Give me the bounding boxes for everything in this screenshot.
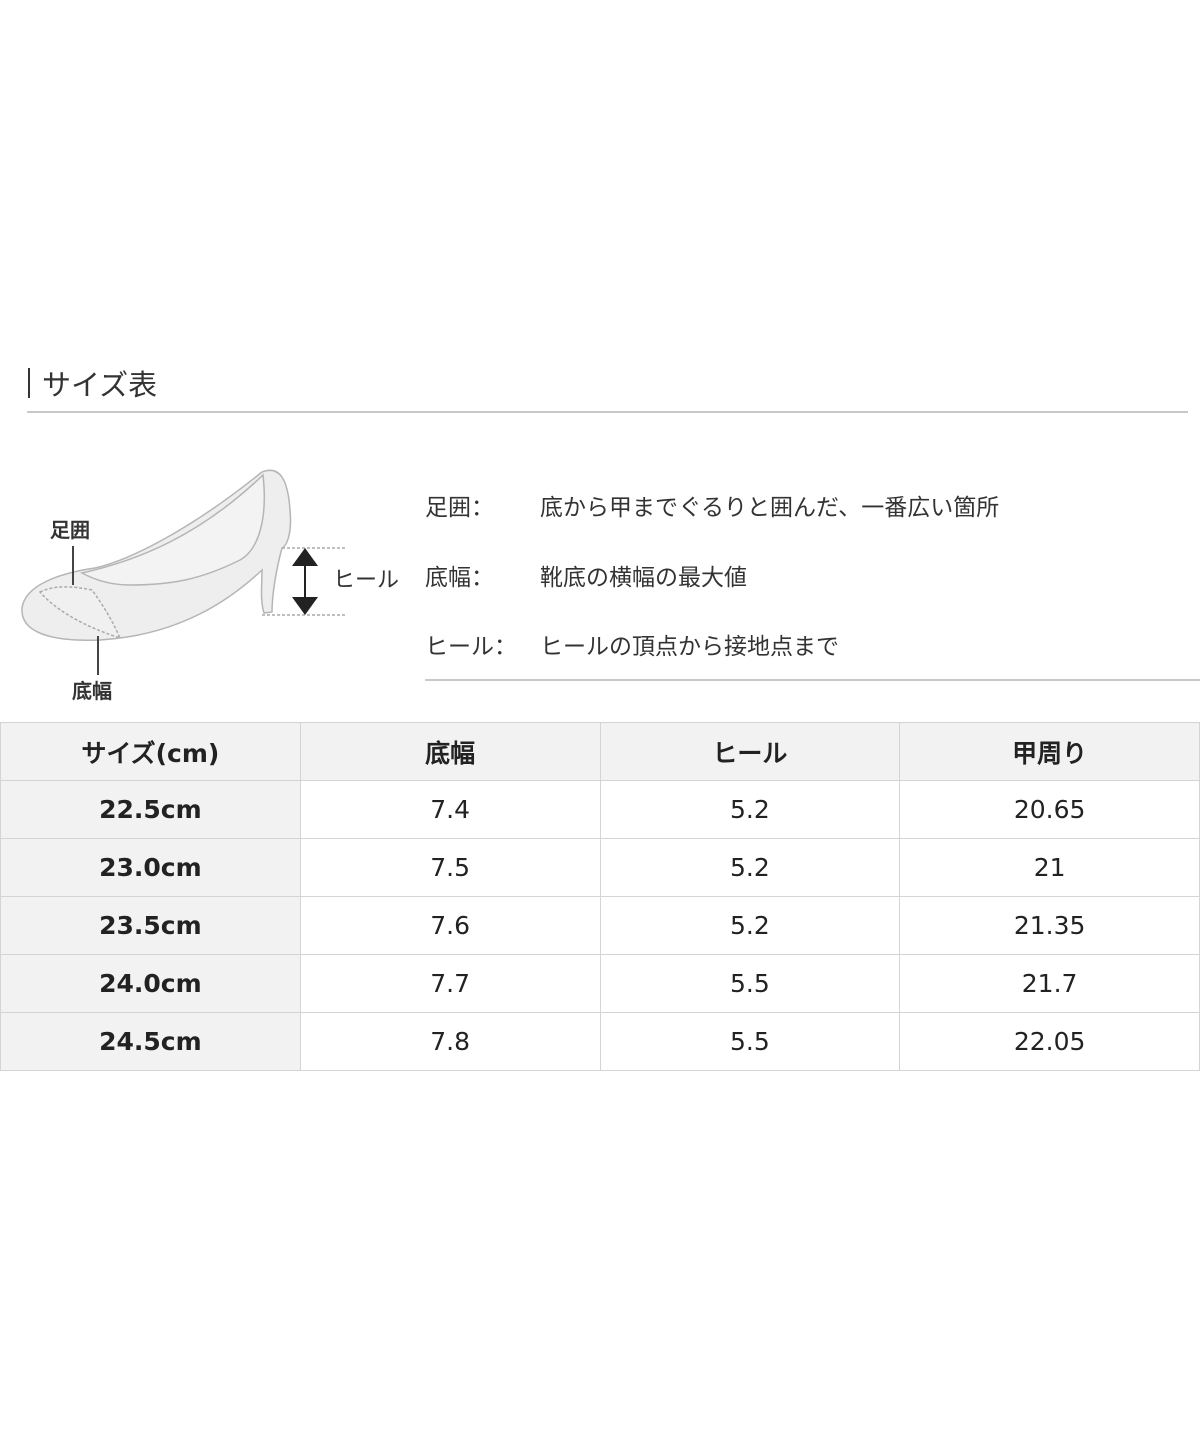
cell-sokofuku: 7.7 — [299, 954, 601, 1013]
definition-text: ヒールの頂点から接地点まで — [540, 634, 839, 660]
header-heel: ヒール — [599, 722, 901, 781]
cell-sokofuku: 7.6 — [299, 896, 601, 955]
label-ashi: 足囲 — [50, 518, 90, 542]
cell-sokofuku: 7.4 — [299, 780, 601, 839]
cell-size: 22.5cm — [0, 780, 301, 839]
cell-heel: 5.5 — [599, 1012, 901, 1071]
cell-heel: 5.2 — [599, 838, 901, 897]
cell-size: 23.0cm — [0, 838, 301, 897]
shoe-diagram-icon: 足囲 底幅 ヒール — [21, 469, 399, 703]
definition-text: 靴底の横幅の最大値 — [540, 565, 747, 591]
table-row: 22.5cm 7.4 5.2 20.65 — [0, 780, 1200, 839]
definition-label: 底幅： — [425, 565, 494, 591]
section-title: サイズ表 — [28, 362, 157, 404]
cell-size: 24.0cm — [0, 954, 301, 1013]
divider — [27, 411, 1188, 413]
definition-label: ヒール： — [425, 634, 517, 660]
definition-text: 底から甲までぐるりと囲んだ、一番広い箇所 — [540, 495, 1000, 521]
cell-size: 23.5cm — [0, 896, 301, 955]
cell-heel: 5.2 — [599, 780, 901, 839]
divider — [425, 679, 1200, 681]
size-table: サイズ(cm) 底幅 ヒール 甲周り 22.5cm 7.4 5.2 20.65 23.0… — [0, 722, 1200, 1071]
header-size: サイズ(cm) — [0, 722, 301, 781]
cell-instep: 21.7 — [899, 954, 1200, 1013]
cell-instep: 21 — [899, 838, 1200, 897]
definition-label: 足囲： — [425, 495, 494, 521]
cell-heel: 5.5 — [599, 954, 901, 1013]
header-instep: 甲周り — [899, 722, 1200, 781]
header-sokofuku: 底幅 — [299, 722, 601, 781]
cell-sokofuku: 7.8 — [299, 1012, 601, 1071]
cell-sokofuku: 7.5 — [299, 838, 601, 897]
cell-size: 24.5cm — [0, 1012, 301, 1071]
cell-instep: 20.65 — [899, 780, 1200, 839]
cell-instep: 22.05 — [899, 1012, 1200, 1071]
cell-heel: 5.2 — [599, 896, 901, 955]
title-text: サイズ表 — [42, 368, 158, 402]
table-row: 23.0cm 7.5 5.2 21 — [0, 838, 1200, 897]
table-row: 23.5cm 7.6 5.2 21.35 — [0, 896, 1200, 955]
table-row: 24.0cm 7.7 5.5 21.7 — [0, 954, 1200, 1013]
cell-instep: 21.35 — [899, 896, 1200, 955]
table-row: 24.5cm 7.8 5.5 22.05 — [0, 1012, 1200, 1071]
table-header-row: サイズ(cm) 底幅 ヒール 甲周り — [0, 722, 1200, 781]
title-bar — [28, 368, 30, 398]
label-heel: ヒール — [333, 568, 399, 593]
label-sokofuku: 底幅 — [72, 679, 112, 703]
